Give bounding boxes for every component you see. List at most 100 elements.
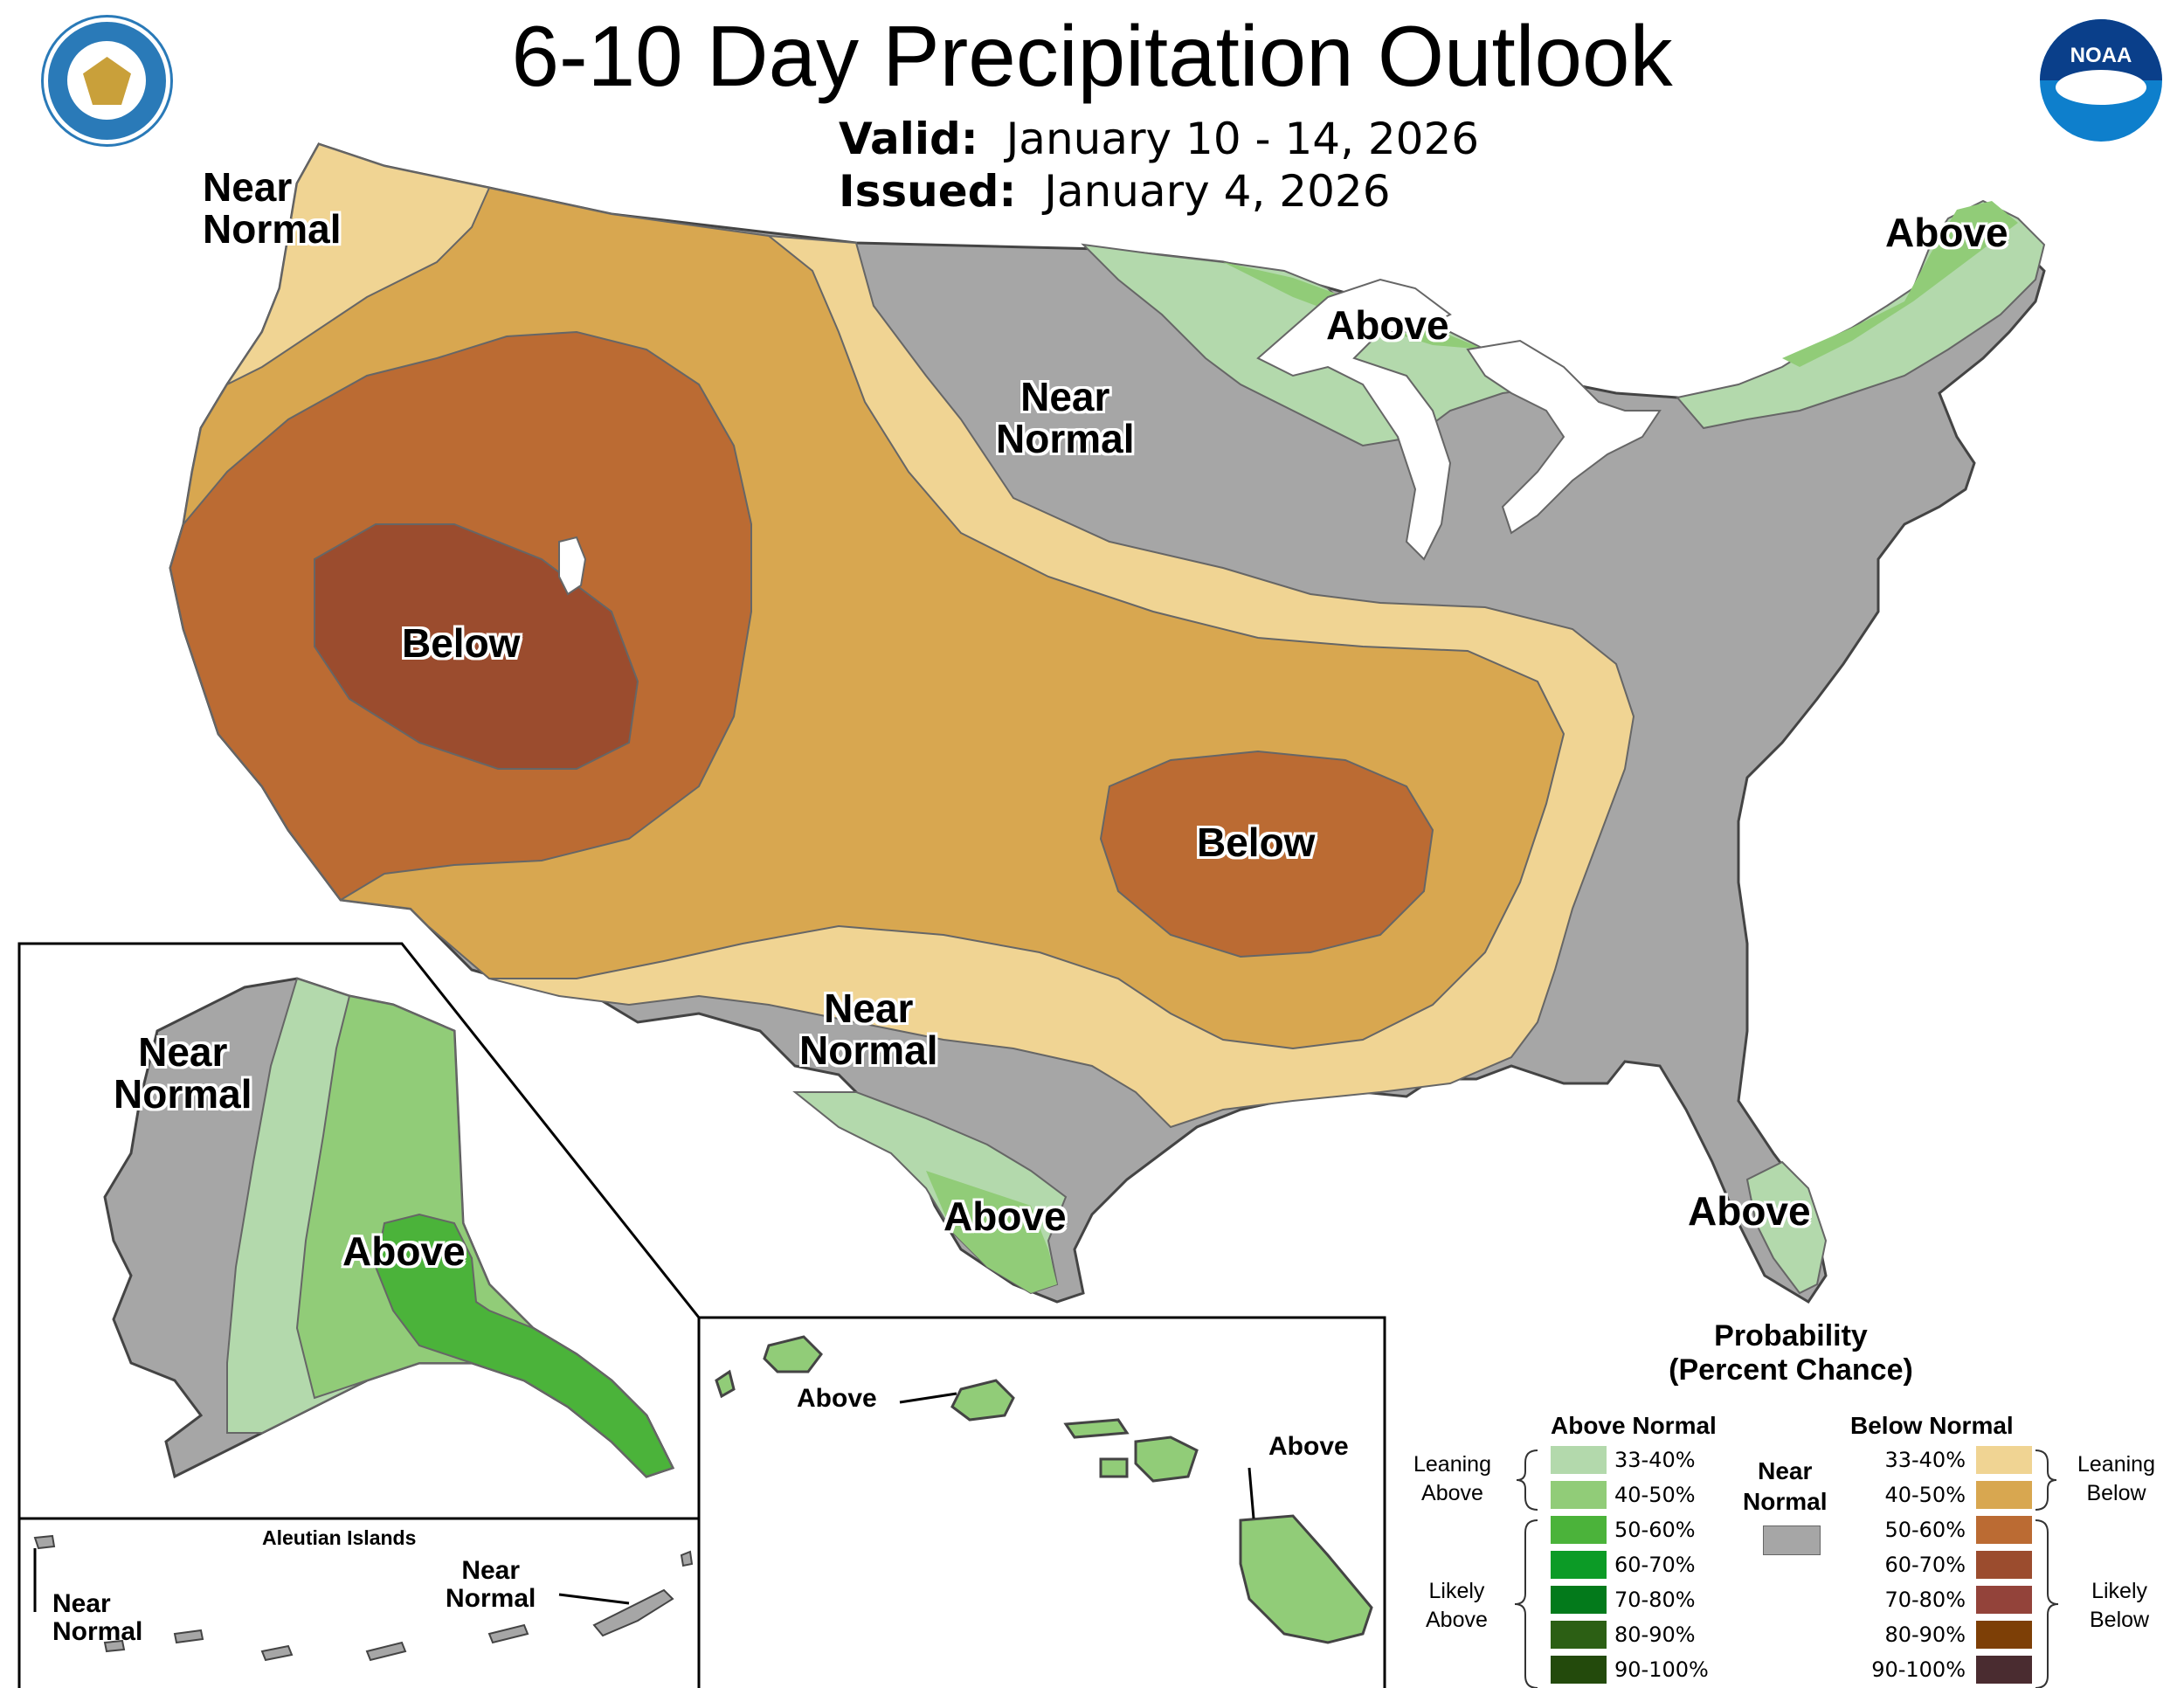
label-ak-normal: Normal	[114, 1071, 252, 1117]
legend-above-swatch-2	[1551, 1516, 1607, 1544]
legend-above-swatch-4	[1551, 1586, 1607, 1614]
label-plains-near: Near	[1020, 374, 1110, 419]
legend-near-swatch	[1763, 1525, 1821, 1555]
label-plains-near-normal: Near Normal	[996, 376, 1134, 460]
northeast-above-40-area	[1782, 201, 2018, 367]
label-nw-near-normal: Near Normal	[203, 166, 341, 251]
leaning-below-2: Below	[2086, 1480, 2146, 1505]
legend-below-pct-4: 70-80%	[1884, 1588, 1966, 1612]
likely-above-2: Above	[1426, 1607, 1488, 1632]
label-nw-normal: Normal	[203, 206, 342, 253]
legend-below-swatch-6	[1976, 1656, 2032, 1684]
hawaii-inset-frame	[697, 1316, 1386, 1688]
label-ak-near: Near	[138, 1029, 228, 1075]
great-salt-lake	[558, 536, 587, 596]
valid-line: Valid: January 10 - 14, 2026	[839, 114, 1479, 164]
label-west-below: Below	[402, 620, 521, 666]
great-lakes	[1256, 278, 1452, 561]
label-aleutian-west: Near Normal	[52, 1590, 142, 1645]
legend-likely-below: Likely Below	[2090, 1577, 2149, 1634]
leaning-above-2: Above	[1421, 1480, 1483, 1505]
legend-above-swatch-3	[1551, 1551, 1607, 1579]
label-aleutian-w-near: Near	[52, 1589, 111, 1618]
texas-above-40-area	[926, 1171, 1057, 1293]
legend-above-pct-4: 70-80%	[1614, 1588, 1696, 1612]
legend-below-pct-2: 50-60%	[1884, 1518, 1966, 1542]
likely-below-1: Likely	[2091, 1579, 2147, 1603]
noaa-text: NOAA	[2070, 44, 2132, 67]
legend-above-head: Above Normal	[1551, 1412, 1717, 1439]
legend-near-2: Normal	[1743, 1488, 1828, 1515]
legend-below-pct-0: 33-40%	[1884, 1448, 1966, 1472]
legend-below-pct-5: 80-90%	[1884, 1622, 1966, 1647]
legend-below-pct-3: 60-70%	[1884, 1553, 1966, 1577]
likely-below-2: Below	[2090, 1607, 2150, 1632]
label-tx-above: Above	[943, 1193, 1067, 1239]
legend-likely-above: Likely Above	[1426, 1577, 1488, 1634]
page-title: 6-10 Day Precipitation Outlook	[511, 8, 1673, 104]
label-aleutian-w-normal: Normal	[52, 1616, 143, 1646]
aleutian-islands	[33, 1534, 694, 1662]
label-aleutian-e-normal: Normal	[446, 1583, 536, 1613]
valid-value: January 10 - 14, 2026	[1006, 114, 1480, 164]
legend-below-swatch-5	[1976, 1621, 2032, 1649]
legend-below-swatch-2	[1976, 1516, 2032, 1544]
legend-near-normal: Near Normal	[1743, 1456, 1827, 1517]
south-below-50-area	[1099, 750, 1434, 958]
legend-above-pct-3: 60-70%	[1614, 1553, 1696, 1577]
legend-leaning-below: Leaning Below	[2077, 1450, 2155, 1507]
legend-title: Probability (Percent Chance)	[1642, 1319, 1939, 1387]
label-ne-above: Above	[1885, 210, 2008, 255]
legend-above-pct-1: 40-50%	[1614, 1483, 1696, 1507]
label-gl-above: Above	[1326, 302, 1449, 348]
legend-below-pct-6: 90-100%	[1871, 1657, 1966, 1682]
legend-above-pct-0: 33-40%	[1614, 1448, 1696, 1472]
label-fl-above: Above	[1688, 1188, 1811, 1234]
florida-above-area	[1745, 1160, 1828, 1295]
legend-above-swatch-6	[1551, 1656, 1607, 1684]
leaning-above-1: Leaning	[1413, 1452, 1491, 1477]
label-hi-above-1: Above	[797, 1384, 877, 1413]
label-ak-above: Above	[342, 1228, 466, 1274]
legend-leaning-above: Leaning Above	[1413, 1450, 1491, 1507]
label-tx-near-normal: Near Normal	[799, 987, 937, 1072]
legend-near-1: Near	[1758, 1457, 1813, 1484]
legend-above-pct-5: 80-90%	[1614, 1622, 1696, 1647]
great-lakes-east	[1466, 339, 1662, 535]
legend-below-head: Below Normal	[1850, 1412, 2014, 1439]
label-aleutian-east: Near Normal	[446, 1557, 536, 1612]
legend-below-swatch-4	[1976, 1586, 2032, 1614]
label-tx-near: Near	[824, 986, 914, 1031]
label-nw-near: Near	[203, 164, 293, 210]
legend-above-swatch-5	[1551, 1621, 1607, 1649]
label-south-below: Below	[1197, 820, 1316, 865]
legend-below-swatch-0	[1976, 1446, 2032, 1474]
doc-seal-logo	[44, 17, 170, 144]
alaska-above-50-area	[374, 1213, 674, 1478]
aleutian-leader-e	[558, 1593, 630, 1605]
label-tx-normal: Normal	[799, 1027, 938, 1074]
legend-above-pct-6: 90-100%	[1614, 1657, 1709, 1682]
aleutian-inset-frame	[17, 1517, 701, 1688]
legend-above-swatch-1	[1551, 1481, 1607, 1509]
west-below-60-area	[314, 523, 639, 770]
legend-below-swatch-1	[1976, 1481, 2032, 1509]
issued-line: Issued: January 4, 2026	[839, 166, 1391, 217]
label-aleutian-e-near: Near	[461, 1556, 521, 1585]
legend-title-1: Probability	[1714, 1319, 1868, 1352]
legend-below-pct-1: 40-50%	[1884, 1483, 1966, 1507]
label-plains-normal: Normal	[996, 416, 1135, 462]
label-ak-near-normal: Near Normal	[114, 1031, 252, 1116]
hawaii-leader-2	[1248, 1467, 1255, 1519]
label-hi-above-2: Above	[1268, 1432, 1349, 1461]
label-aleutian-title: Aleutian Islands	[262, 1526, 417, 1549]
issued-label: Issued:	[839, 166, 1017, 217]
likely-above-1: Likely	[1428, 1579, 1485, 1603]
hawaii-islands	[715, 1335, 1373, 1644]
legend-above-pct-2: 50-60%	[1614, 1518, 1696, 1542]
leaning-below-1: Leaning	[2077, 1452, 2155, 1477]
issued-value: January 4, 2026	[1044, 166, 1391, 217]
hawaii-leader-1	[899, 1392, 957, 1404]
legend-title-2: (Percent Chance)	[1669, 1353, 1913, 1387]
